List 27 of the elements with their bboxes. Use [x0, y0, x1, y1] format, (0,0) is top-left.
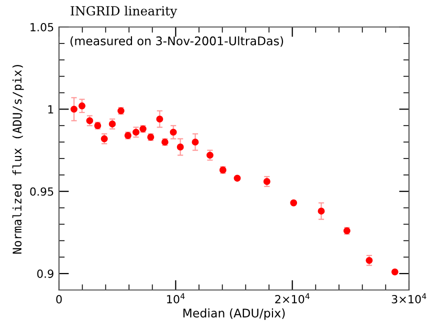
x-tick-label: 0	[56, 295, 62, 304]
point	[206, 152, 214, 159]
point	[290, 199, 298, 206]
point	[234, 174, 241, 182]
y-tick-label: 0.95	[30, 187, 54, 196]
point	[192, 138, 199, 146]
y-axis-title: Normalized flux (ADU/s/pix)	[12, 65, 24, 254]
x-tick-label: 3×10$^{4}$	[392, 293, 426, 304]
point	[366, 256, 373, 264]
point	[263, 178, 270, 185]
x-axis-title: Median (ADU/pix)	[183, 308, 285, 320]
point	[108, 120, 116, 128]
chart-title: INGRID linearity	[70, 6, 178, 18]
point	[78, 102, 86, 110]
point	[70, 106, 78, 113]
y-tick-label: 1.05	[30, 22, 54, 32]
point	[100, 135, 108, 142]
point	[318, 208, 325, 215]
x-tick-label: 2×10$^{4}$	[275, 293, 310, 304]
y-tick-label: 1	[48, 105, 54, 114]
annotation: (measured on 3-Nov-2001-UltraDas)	[70, 36, 284, 47]
point	[170, 128, 177, 136]
point	[156, 116, 164, 123]
y-tick-label: 0.9	[37, 270, 54, 278]
point	[176, 144, 184, 150]
point	[86, 117, 94, 124]
x-tick-label: 10$^{4}$	[167, 293, 185, 304]
